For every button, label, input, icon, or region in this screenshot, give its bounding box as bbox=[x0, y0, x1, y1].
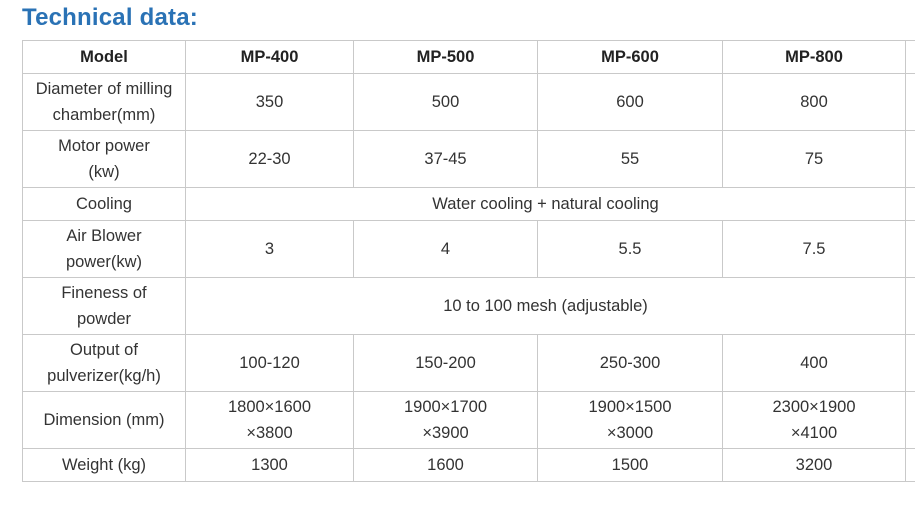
table-row-motor-power: Motor power (kw) 22-30 37-45 55 75 bbox=[22, 130, 915, 188]
table-cell: 4 bbox=[353, 220, 538, 278]
technical-data-table: Model MP-400 MP-500 MP-600 MP-800 Diamet… bbox=[22, 40, 915, 482]
row-label: Fineness of powder bbox=[22, 277, 186, 335]
row-label-line: Output of bbox=[70, 341, 138, 359]
table-cell: 100-120 bbox=[185, 334, 354, 392]
cell-line: 1900×1500 bbox=[588, 398, 672, 416]
table-cell: 1500 bbox=[537, 448, 723, 482]
table-cell: 1900×1500 ×3000 bbox=[537, 391, 723, 449]
row-label-line: power(kw) bbox=[65, 253, 143, 271]
table-cell: 500 bbox=[353, 73, 538, 131]
table-cell-overflow bbox=[905, 187, 915, 221]
header-model-mp600: MP-600 bbox=[537, 40, 723, 74]
header-model-mp800: MP-800 bbox=[722, 40, 906, 74]
table-row-output: Output of pulverizer(kg/h) 100-120 150-2… bbox=[22, 334, 915, 392]
table-cell: 250-300 bbox=[537, 334, 723, 392]
row-label-line: Fineness of bbox=[61, 284, 147, 302]
table-cell: 7.5 bbox=[722, 220, 906, 278]
row-label: Output of pulverizer(kg/h) bbox=[22, 334, 186, 392]
table-row-cooling: Cooling Water cooling + natural cooling bbox=[22, 187, 915, 221]
cell-line: ×4100 bbox=[790, 424, 838, 442]
cell-line: ×3800 bbox=[246, 424, 293, 442]
cell-line: ×3900 bbox=[422, 424, 469, 442]
table-cell: 22-30 bbox=[185, 130, 354, 188]
page-title: Technical data: bbox=[22, 4, 198, 31]
table-cell-overflow bbox=[905, 220, 915, 278]
table-cell-merged: 10 to 100 mesh (adjustable) bbox=[185, 277, 906, 335]
row-label-line: Motor power bbox=[58, 137, 150, 155]
row-label-line: Diameter of milling bbox=[35, 80, 173, 98]
table-cell: 55 bbox=[537, 130, 723, 188]
table-cell: 1900×1700 ×3900 bbox=[353, 391, 538, 449]
cell-line: ×3000 bbox=[606, 424, 654, 442]
table-cell: 1300 bbox=[185, 448, 354, 482]
row-label: Weight (kg) bbox=[22, 448, 186, 482]
table-cell: 350 bbox=[185, 73, 354, 131]
table-header-row: Model MP-400 MP-500 MP-600 MP-800 bbox=[22, 40, 915, 74]
table-cell: 400 bbox=[722, 334, 906, 392]
table-cell: 2300×1900 ×4100 bbox=[722, 391, 906, 449]
table-row-diameter: Diameter of milling chamber(mm) 350 500 … bbox=[22, 73, 915, 131]
table-cell-overflow bbox=[905, 40, 915, 74]
header-model-label: Model bbox=[22, 40, 186, 74]
header-model-mp500: MP-500 bbox=[353, 40, 538, 74]
cell-line: 1900×1700 bbox=[403, 398, 488, 416]
table-cell-overflow bbox=[905, 334, 915, 392]
table-cell: 800 bbox=[722, 73, 906, 131]
row-label-line: powder bbox=[76, 310, 132, 328]
table-cell-overflow bbox=[905, 130, 915, 188]
table-cell-overflow bbox=[905, 277, 915, 335]
row-label: Motor power (kw) bbox=[22, 130, 186, 188]
row-label: Dimension (mm) bbox=[22, 391, 186, 449]
table-cell-overflow bbox=[905, 73, 915, 131]
table-cell: 1800×1600 ×3800 bbox=[185, 391, 354, 449]
row-label-line: Air Blower bbox=[66, 227, 142, 245]
table-row-dimension: Dimension (mm) 1800×1600 ×3800 1900×1700… bbox=[22, 391, 915, 449]
table-cell: 37-45 bbox=[353, 130, 538, 188]
row-label-line: pulverizer(kg/h) bbox=[47, 367, 161, 385]
cell-line: 2300×1900 bbox=[772, 398, 856, 416]
cell-line: 1800×1600 bbox=[227, 398, 312, 416]
table-cell: 1600 bbox=[353, 448, 538, 482]
table-cell: 75 bbox=[722, 130, 906, 188]
table-row-air-blower: Air Blower power(kw) 3 4 5.5 7.5 bbox=[22, 220, 915, 278]
table-cell: 150-200 bbox=[353, 334, 538, 392]
table-row-fineness: Fineness of powder 10 to 100 mesh (adjus… bbox=[22, 277, 915, 335]
row-label: Cooling bbox=[22, 187, 186, 221]
row-label-line: (kw) bbox=[88, 163, 120, 181]
table-cell-merged: Water cooling + natural cooling bbox=[185, 187, 906, 221]
row-label: Diameter of milling chamber(mm) bbox=[22, 73, 186, 131]
table-row-weight: Weight (kg) 1300 1600 1500 3200 bbox=[22, 448, 915, 482]
row-label: Air Blower power(kw) bbox=[22, 220, 186, 278]
table-cell-overflow bbox=[905, 448, 915, 482]
table-cell: 3200 bbox=[722, 448, 906, 482]
table-cell: 5.5 bbox=[537, 220, 723, 278]
row-label-line: chamber(mm) bbox=[52, 106, 156, 124]
table-cell: 600 bbox=[537, 73, 723, 131]
table-cell: 3 bbox=[185, 220, 354, 278]
table-cell-overflow bbox=[905, 391, 915, 449]
header-model-mp400: MP-400 bbox=[185, 40, 354, 74]
